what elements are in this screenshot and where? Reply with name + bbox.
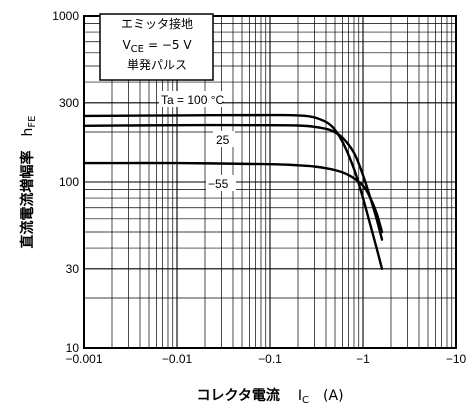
x-tick-label: −0.1 <box>258 352 282 366</box>
x-axis-label: コレクタ電流 IC (A) <box>196 387 343 406</box>
y-tick-label: 30 <box>66 262 80 276</box>
x-axis-label-symbol: I <box>298 388 302 404</box>
y-axis-label-symbol: h <box>20 128 36 137</box>
y-axis-label-main: 直流電流増幅率 <box>19 150 36 248</box>
conditions-box-frame <box>99 13 214 81</box>
x-tick-label: −1 <box>356 352 370 366</box>
y-tick-label: 300 <box>59 96 79 110</box>
curve-ta-100 <box>82 113 384 270</box>
y-tick-label: 10 <box>66 341 80 355</box>
x-axis-label-unit: (A) <box>323 388 344 404</box>
x-tick-label: −10 <box>446 352 467 366</box>
condition-vce-subscript: CE <box>131 44 144 55</box>
condition-vce-value: = −5 V <box>148 38 192 52</box>
plot-frame <box>83 15 457 349</box>
curve-labels: Ta = 100 °C 25 −55 <box>159 91 236 191</box>
condition-line-3: 単発パルス <box>127 58 187 72</box>
y-tick-label: 100 <box>59 175 79 189</box>
curve-label-bg-25 <box>213 131 235 147</box>
condition-line-1: エミッタ接地 <box>121 16 193 31</box>
condition-vce-symbol: V <box>122 38 131 52</box>
x-tick-label: −0.001 <box>65 352 102 366</box>
x-axis-label-subscript: C <box>302 395 309 406</box>
curve-ta-m55 <box>82 161 384 234</box>
y-axis-label-subscript: FE <box>27 116 38 128</box>
x-tick-label: −0.01 <box>162 352 193 366</box>
curve-label-25: 25 <box>216 133 230 147</box>
y-axis-label: 直流電流増幅率 hFE <box>19 116 38 249</box>
curve-label-100: Ta = 100 °C <box>161 93 225 107</box>
y-tick-label: 1000 <box>52 9 79 23</box>
conditions-box: エミッタ接地 VCE = −5 V 単発パルス <box>99 13 214 81</box>
condition-line-2: VCE = −5 V <box>122 38 192 55</box>
curve-label-bg-100 <box>159 91 223 107</box>
x-axis-label-main: コレクタ電流 <box>196 387 279 404</box>
curve-label-m55: −55 <box>208 177 229 191</box>
tick-labels: −0.001 −0.01 −0.1 −1 −10 10 30 100 300 1000 <box>52 9 466 366</box>
curves <box>82 113 384 270</box>
curve-label-bg-m55 <box>206 175 236 191</box>
